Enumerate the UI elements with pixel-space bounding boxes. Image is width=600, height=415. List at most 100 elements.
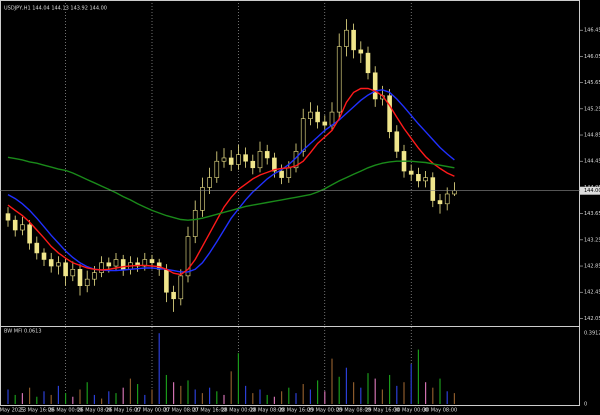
x-tick-label: 26 May 08:00 (77, 408, 111, 414)
y-tick-label: 142.45 (584, 290, 600, 296)
mfi-bar (201, 393, 203, 404)
y-tick-label: 144.45 (584, 159, 600, 165)
mfi-bar (158, 333, 160, 404)
x-tick-label: 28 May 16:00 (279, 408, 313, 414)
mfi-bar (21, 393, 23, 404)
candle-body (430, 177, 436, 201)
mfi-bar (417, 349, 419, 404)
candle-body (5, 213, 11, 221)
candle-body (120, 259, 126, 270)
candle-body (315, 111, 320, 123)
x-tick-label: 26 May 16:00 (106, 408, 140, 414)
candle-body (41, 252, 47, 260)
mfi-bar (302, 384, 304, 404)
candle-body (416, 174, 421, 182)
mfi-bar (223, 394, 225, 404)
y-tick-label: 143.65 (584, 211, 600, 217)
mfi-bar (446, 391, 448, 404)
candle-body (408, 170, 414, 175)
candle-body (257, 151, 263, 169)
candle-body (106, 262, 112, 267)
candle-body (178, 275, 184, 300)
mfi-bar (65, 393, 67, 404)
candle-body (63, 262, 68, 277)
candle-body (336, 46, 342, 113)
candle-body (214, 160, 220, 178)
x-tick-label: 26 May 00:00 (48, 408, 82, 414)
candle-body (149, 259, 155, 264)
indicator-title: BW MFI 0.0613 (4, 329, 42, 335)
mfi-bar (165, 374, 167, 404)
mfi-bar (432, 387, 434, 404)
mfi-bar (453, 393, 455, 404)
candle-body (344, 29, 349, 47)
chart-title: USDJPY,H1 144.04 144.13 143.92 144.00 (4, 6, 107, 12)
candle-body (286, 167, 292, 178)
candle-body (250, 160, 256, 169)
candle-body (12, 219, 18, 231)
y-tick-label: 143.25 (584, 237, 600, 243)
x-tick-label: 29 May 08:00 (336, 408, 370, 414)
candle-body (272, 157, 277, 172)
mfi-bar (122, 387, 124, 404)
mfi-bar (331, 358, 333, 404)
candle-body (437, 200, 443, 205)
mfi-bar (309, 389, 311, 404)
y-tick-label: 145.65 (584, 80, 600, 86)
x-tick-label: 30 May 08:00 (423, 408, 457, 414)
y-tick-label: 142.05 (584, 316, 600, 322)
x-tick-label: 23 May 16:00 (20, 408, 54, 414)
mfi-bar (101, 398, 103, 404)
candle-body (452, 190, 457, 195)
candle-body (48, 259, 54, 267)
moving-average-line (7, 89, 455, 273)
x-tick-label: 23 May 2025 (0, 408, 24, 414)
candle-body (164, 269, 169, 293)
candle-body (243, 154, 248, 162)
candle-body (192, 210, 198, 237)
mfi-bar (295, 393, 297, 404)
mfi-bar (187, 380, 189, 404)
mfi-bar (273, 396, 275, 404)
mfi-bar (353, 382, 355, 404)
candle-body (84, 278, 90, 286)
mfi-bar (317, 380, 319, 404)
mfi-bar (79, 389, 81, 404)
mfi-bar (115, 393, 117, 404)
candle-body (264, 151, 270, 159)
mfi-bar (266, 394, 268, 404)
x-tick-label: 27 May 08:00 (164, 408, 198, 414)
mfi-bar (403, 382, 405, 404)
candle-body (20, 224, 25, 231)
mfi-bar (194, 389, 196, 404)
candle-body (308, 111, 313, 119)
candle-body (358, 49, 364, 54)
candle-body (77, 269, 83, 286)
candle-body (228, 157, 234, 165)
mfi-bar (180, 385, 182, 404)
candle-body (113, 259, 119, 267)
candle-body (207, 177, 212, 188)
candle-body (372, 72, 378, 100)
x-tick-label: 29 May 16:00 (365, 408, 399, 414)
mfi-bar (360, 387, 362, 404)
candle-body (99, 262, 104, 273)
mfi-bar (381, 389, 383, 404)
mfi-bar (439, 378, 441, 404)
candle-body (171, 291, 176, 300)
candle-body (387, 95, 392, 133)
mfi-bar (209, 387, 211, 404)
mfi-bar (367, 373, 369, 404)
moving-average-line (7, 87, 455, 276)
candle-body (394, 131, 400, 152)
mfi-bar (389, 374, 391, 404)
mfi-bar (50, 394, 52, 404)
x-tick-label: 27 May 16:00 (192, 408, 226, 414)
candle-body (300, 118, 306, 152)
mfi-bar (108, 391, 110, 404)
current-price-label: 144.00 (584, 188, 600, 194)
mfi-bar (86, 382, 88, 404)
x-tick-label: 27 May 00:00 (135, 408, 169, 414)
y-tick-label: 146.05 (584, 54, 600, 60)
